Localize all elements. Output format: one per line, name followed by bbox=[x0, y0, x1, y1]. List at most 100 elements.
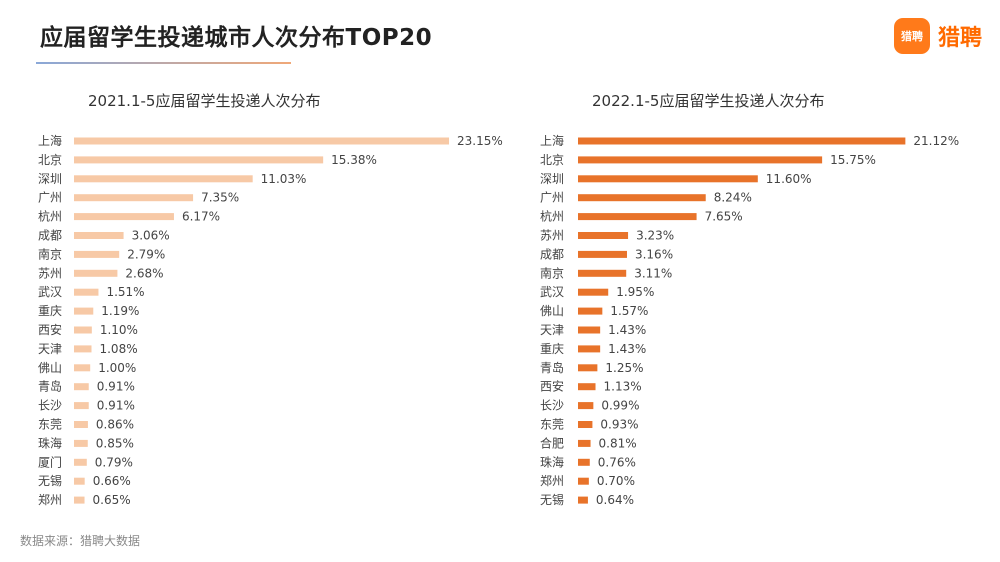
right-bar bbox=[578, 458, 590, 466]
right-bar bbox=[578, 288, 609, 296]
right-value-label: 3.23% bbox=[636, 229, 674, 243]
left-value-label: 7.35% bbox=[201, 191, 239, 205]
left-bar bbox=[74, 269, 118, 277]
left-bar bbox=[74, 194, 194, 202]
right-category-label: 东莞 bbox=[540, 418, 564, 432]
left-bar bbox=[74, 402, 89, 410]
right-value-label: 0.70% bbox=[597, 474, 635, 488]
right-bar bbox=[578, 439, 591, 447]
left-value-label: 0.85% bbox=[96, 436, 134, 450]
left-bar bbox=[74, 383, 89, 391]
right-category-label: 广州 bbox=[540, 191, 564, 205]
left-category-label: 佛山 bbox=[38, 361, 62, 375]
left-value-label: 2.68% bbox=[125, 266, 163, 280]
left-value-label: 0.91% bbox=[97, 399, 135, 413]
left-category-label: 厦门 bbox=[38, 454, 62, 469]
right-bar bbox=[578, 496, 588, 504]
right-category-label: 北京 bbox=[540, 153, 564, 167]
right-category-label: 南京 bbox=[540, 265, 564, 280]
right-category-label: 佛山 bbox=[540, 304, 564, 318]
left-bar bbox=[74, 307, 94, 315]
right-category-label: 重庆 bbox=[540, 342, 564, 356]
left-value-label: 1.10% bbox=[100, 323, 138, 337]
right-category-label: 青岛 bbox=[540, 360, 564, 375]
data-source-note: 数据来源：猎聘大数据 bbox=[20, 534, 141, 548]
right-value-label: 0.81% bbox=[599, 436, 637, 450]
right-value-label: 15.75% bbox=[830, 153, 876, 167]
right-category-label: 成都 bbox=[540, 247, 564, 261]
right-category-label: 珠海 bbox=[540, 454, 564, 469]
left-value-label: 0.79% bbox=[95, 455, 133, 469]
right-category-label: 郑州 bbox=[540, 473, 564, 488]
right-category-label: 无锡 bbox=[540, 492, 564, 507]
right-value-label: 1.43% bbox=[608, 342, 646, 356]
right-bar bbox=[578, 345, 601, 353]
logo-text: 猎聘 bbox=[937, 26, 982, 51]
brand-logo: 猎聘 猎聘 bbox=[893, 18, 982, 54]
right-bar bbox=[578, 364, 598, 372]
left-bar bbox=[74, 477, 85, 485]
right-category-label: 长沙 bbox=[540, 399, 564, 413]
left-category-label: 苏州 bbox=[38, 266, 62, 280]
left-value-label: 2.79% bbox=[127, 247, 165, 261]
left-category-label: 上海 bbox=[38, 133, 62, 148]
left-value-label: 0.65% bbox=[93, 493, 131, 507]
right-value-label: 8.24% bbox=[714, 191, 752, 205]
right-category-label: 武汉 bbox=[540, 285, 564, 299]
left-bar bbox=[74, 326, 92, 334]
right-value-label: 7.65% bbox=[705, 210, 743, 224]
left-value-label: 23.15% bbox=[457, 134, 503, 148]
left-value-label: 6.17% bbox=[182, 210, 220, 224]
right-category-label: 苏州 bbox=[540, 229, 564, 243]
left-category-label: 长沙 bbox=[38, 399, 62, 413]
right-value-label: 0.99% bbox=[601, 399, 639, 413]
left-bar bbox=[74, 439, 88, 447]
right-category-label: 杭州 bbox=[540, 209, 564, 224]
right-bar bbox=[578, 213, 697, 221]
right-category-label: 合肥 bbox=[540, 435, 564, 450]
left-bar bbox=[74, 458, 87, 466]
right-value-label: 3.11% bbox=[634, 266, 672, 280]
right-value-label: 1.13% bbox=[604, 380, 642, 394]
left-category-label: 郑州 bbox=[38, 492, 62, 507]
left-category-label: 南京 bbox=[38, 246, 62, 261]
left-bar bbox=[74, 175, 253, 183]
right-value-label: 1.95% bbox=[616, 285, 654, 299]
right-value-label: 0.93% bbox=[600, 418, 638, 432]
right-value-label: 3.16% bbox=[635, 247, 673, 261]
left-bar bbox=[74, 213, 174, 221]
right-value-label: 11.60% bbox=[766, 172, 812, 186]
left-category-label: 广州 bbox=[38, 191, 62, 205]
right-bar bbox=[578, 383, 596, 391]
left-category-label: 东莞 bbox=[38, 418, 62, 432]
left-category-label: 重庆 bbox=[38, 304, 62, 318]
right-category-label: 上海 bbox=[540, 133, 564, 148]
left-category-label: 成都 bbox=[38, 229, 62, 243]
right-bar bbox=[578, 326, 601, 334]
left-value-label: 1.00% bbox=[98, 361, 136, 375]
left-value-label: 0.91% bbox=[97, 380, 135, 394]
right-category-label: 深圳 bbox=[540, 172, 564, 186]
left-category-label: 杭州 bbox=[38, 209, 62, 224]
right-value-label: 1.43% bbox=[608, 323, 646, 337]
right-value-label: 21.12% bbox=[913, 134, 959, 148]
left-category-label: 北京 bbox=[38, 153, 62, 167]
right-bar bbox=[578, 156, 823, 164]
left-value-label: 1.51% bbox=[106, 285, 144, 299]
right-bar bbox=[578, 232, 629, 239]
right-bar bbox=[578, 402, 594, 410]
left-value-label: 1.08% bbox=[99, 342, 137, 356]
left-bar bbox=[74, 288, 99, 296]
left-category-label: 青岛 bbox=[38, 379, 62, 394]
left-chart-title: 2021.1-5应届留学生投递人次分布 bbox=[88, 92, 321, 110]
left-bar bbox=[74, 421, 88, 428]
right-bar bbox=[578, 307, 603, 315]
left-value-label: 15.38% bbox=[331, 153, 377, 167]
left-value-label: 11.03% bbox=[261, 172, 307, 186]
page-title: 应届留学生投递城市人次分布TOP20 bbox=[40, 25, 433, 51]
left-category-label: 珠海 bbox=[38, 435, 62, 450]
right-value-label: 0.64% bbox=[596, 493, 634, 507]
left-bar bbox=[74, 250, 120, 258]
right-bar bbox=[578, 175, 758, 183]
